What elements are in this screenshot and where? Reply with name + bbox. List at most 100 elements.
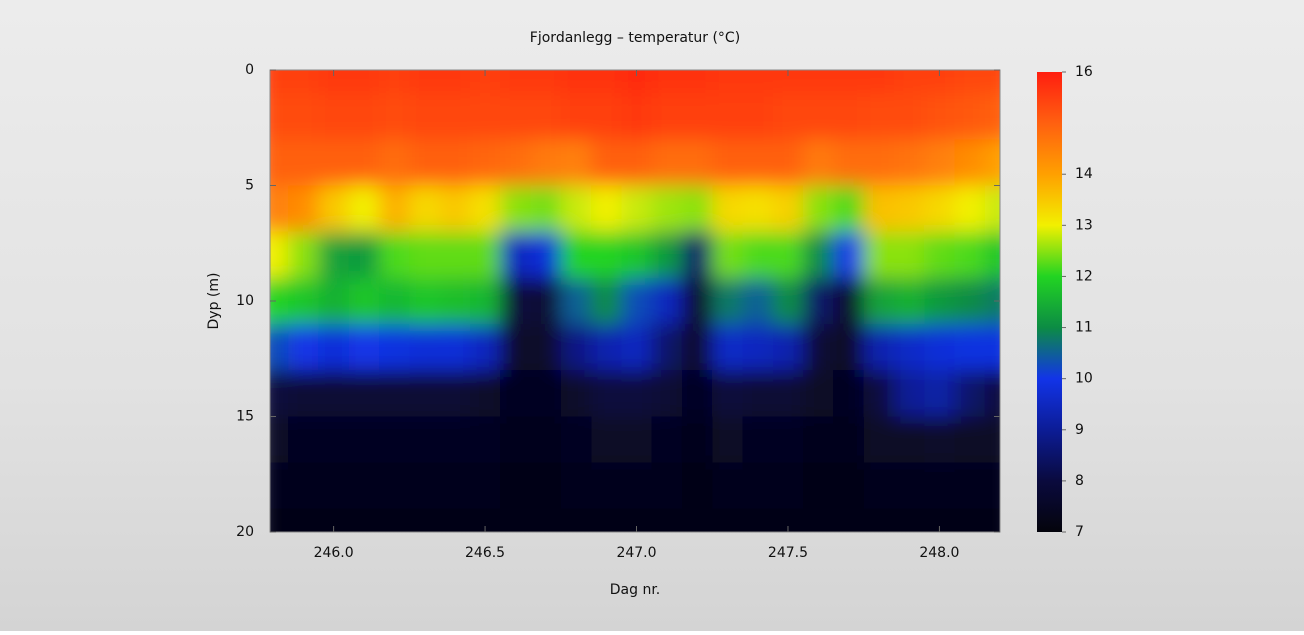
heat-cell [803,139,834,186]
heat-cell [621,277,653,325]
heat-cell [984,185,1000,233]
heat-cell [984,139,1000,186]
heat-cell [924,370,956,417]
heat-cell [833,370,865,417]
heat-cell [712,277,744,325]
heat-cell [270,139,289,186]
heat-cell [318,324,350,371]
y-tick-label: 0 [245,62,254,78]
heat-cell [772,416,804,464]
heat-cell [500,277,531,325]
heat-cell [591,370,622,417]
heat-cell [742,139,774,186]
heat-cell [772,462,804,510]
heat-cell [270,93,289,140]
heat-cell [651,93,683,140]
heat-cell [863,324,895,371]
heat-cell [318,462,350,510]
heat-cell [924,416,956,464]
heat-cell [833,139,865,186]
y-tick-label: 15 [236,409,254,425]
heat-cell [439,324,471,371]
heat-cell [409,277,441,325]
heat-cell [681,185,713,233]
heat-cell [409,462,441,510]
heat-cell [270,462,289,510]
heat-cell [288,370,319,417]
heat-cell [651,277,683,325]
heat-cell [288,462,319,510]
colorbar-tick-label: 7 [1075,524,1084,540]
x-axis-label: Dag nr. [610,582,661,598]
heat-cell [318,93,350,140]
heat-cell [560,508,592,532]
heat-cell [621,508,653,532]
heat-cell [409,508,441,532]
heat-cell [591,462,622,510]
heat-cell [270,70,289,94]
heat-cell [954,508,986,532]
heat-cell [681,93,713,140]
heat-cell [560,185,592,233]
heat-cell [681,231,713,279]
heat-cell [651,370,683,417]
heat-cell [439,508,471,532]
heat-cell [348,462,380,510]
heat-cell [772,185,804,233]
heat-cell [379,370,410,417]
heat-cell [742,416,774,464]
heat-cell [530,93,562,140]
heat-cell [348,70,380,94]
heat-cell [803,93,834,140]
heat-cell [469,508,501,532]
heat-cell [270,277,289,325]
heat-cell [984,370,1000,417]
heat-cell [954,416,986,464]
heat-cell [651,139,683,186]
heat-cell [318,508,350,532]
heat-cell [530,324,562,371]
heat-cell [379,93,410,140]
heat-cell [348,277,380,325]
heat-cell [712,185,744,233]
heatmap [270,70,1000,532]
heat-cell [893,508,925,532]
heat-cell [712,324,744,371]
heat-cell [469,185,501,233]
heat-cell [379,139,410,186]
heat-cell [270,231,289,279]
heat-cell [469,93,501,140]
heat-cell [530,139,562,186]
colorbar-tick-label: 10 [1075,371,1093,387]
heat-cell [803,416,834,464]
heat-cell [379,416,410,464]
heat-cell [348,231,380,279]
x-tick-label: 246.5 [465,545,505,561]
heat-cell [500,416,531,464]
heat-cell [772,370,804,417]
heat-cell [621,70,653,94]
heat-cell [288,277,319,325]
heat-cell [954,93,986,140]
heat-cell [833,70,865,94]
heat-cell [863,93,895,140]
heat-cell [651,185,683,233]
colorbar-tick-label: 14 [1075,166,1093,182]
heat-cell [560,93,592,140]
heat-cell [924,139,956,186]
heat-cell [984,93,1000,140]
heat-cell [984,508,1000,532]
heat-cell [560,70,592,94]
heat-cell [439,185,471,233]
heat-cell [924,93,956,140]
heat-cell [348,370,380,417]
heat-cell [318,277,350,325]
heat-cell [803,231,834,279]
heat-cell [772,93,804,140]
heat-cell [591,508,622,532]
heat-cell [348,324,380,371]
heat-cell [681,324,713,371]
colorbar [1037,72,1062,532]
heat-cell [681,139,713,186]
heat-cell [863,370,895,417]
